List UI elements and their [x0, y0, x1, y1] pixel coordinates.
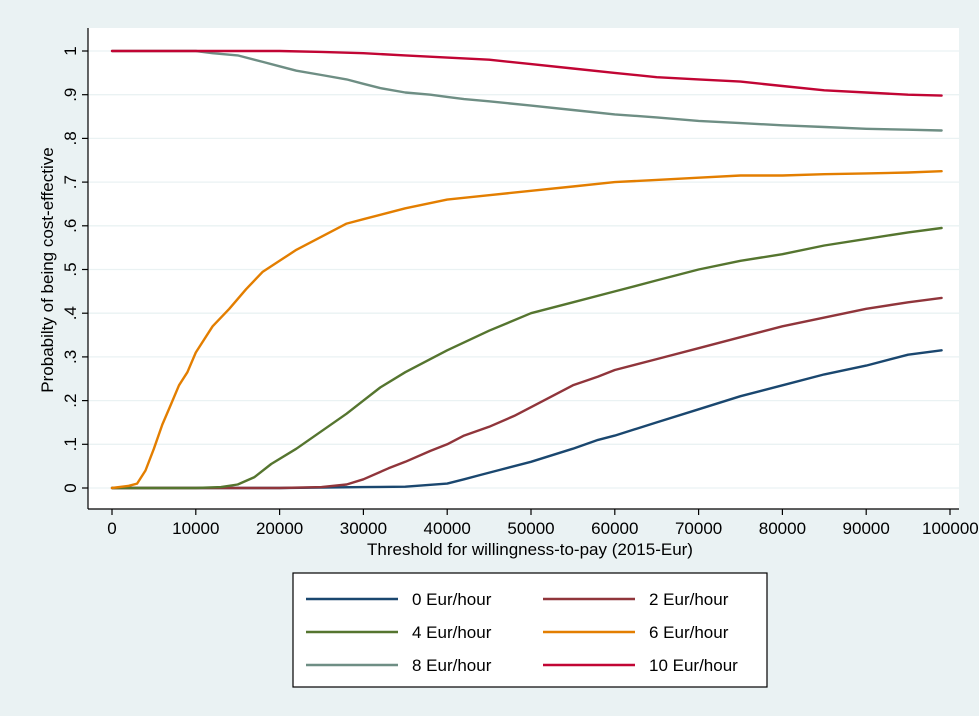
legend-label: 4 Eur/hour [412, 623, 492, 642]
legend-label: 0 Eur/hour [412, 590, 492, 609]
x-tick-label: 70000 [675, 519, 722, 538]
series-line-2-eur [110, 296, 943, 490]
legend-label: 2 Eur/hour [649, 590, 729, 609]
y-tick-label: .8 [61, 131, 80, 145]
y-tick-label: .5 [61, 262, 80, 276]
y-axis-title: Probabilty of being cost-effective [38, 147, 57, 392]
legend-label: 10 Eur/hour [649, 656, 738, 675]
y-tick-label: .1 [61, 437, 80, 451]
y-tick-label: 1 [61, 46, 80, 55]
y-tick-label: .7 [61, 175, 80, 189]
axes: 0 .1 .2 .3 .4 .5 .6 .7 .8 .9 1 0 10000 20000 30000 4000… [61, 28, 979, 538]
x-tick-label: 20000 [256, 519, 303, 538]
y-tick-label: .4 [61, 306, 80, 320]
gridlines [88, 50, 959, 489]
series-line-6-eur [110, 169, 943, 490]
series-lines [110, 49, 943, 490]
series-line-4-eur [110, 226, 943, 490]
y-tick-label: .2 [61, 394, 80, 408]
x-axis-title: Threshold for willingness-to-pay (2015-E… [367, 540, 693, 559]
x-tick-label: 100000 [922, 519, 979, 538]
x-tick-label: 40000 [424, 519, 471, 538]
plot-area [88, 28, 959, 509]
y-tick-label: .3 [61, 350, 80, 364]
x-tick-label: 60000 [591, 519, 638, 538]
legend-label: 8 Eur/hour [412, 656, 492, 675]
y-tick-label: 0 [61, 483, 80, 492]
x-tick-label: 80000 [759, 519, 806, 538]
x-tick-label: 30000 [340, 519, 387, 538]
legend: 0 Eur/hour 2 Eur/hour 4 Eur/hour 6 Eur/hour… [292, 572, 768, 688]
y-tick-label: .9 [61, 88, 80, 102]
x-tick-label: 50000 [507, 519, 554, 538]
x-tick-label: 90000 [843, 519, 890, 538]
x-tick-label: 10000 [172, 519, 219, 538]
series-line-10-eur [110, 49, 943, 97]
legend-box [292, 572, 768, 688]
legend-label: 6 Eur/hour [649, 623, 729, 642]
y-tick-label: .6 [61, 219, 80, 233]
series-line-8-eur [110, 49, 943, 132]
x-tick-label: 0 [107, 519, 116, 538]
